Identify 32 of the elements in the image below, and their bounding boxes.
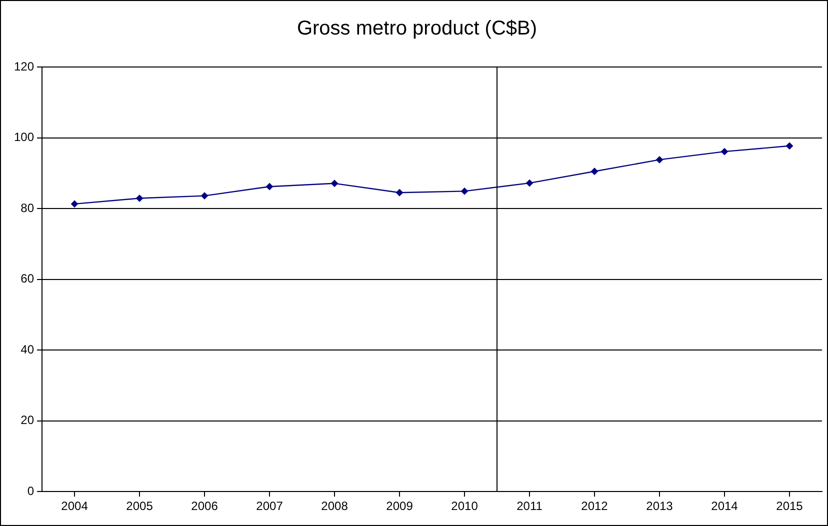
y-tick-label: 0 xyxy=(27,484,34,498)
x-tick-label: 2010 xyxy=(451,499,478,514)
point xyxy=(656,156,664,164)
x-tick-label: 2013 xyxy=(646,499,674,514)
x-tick-label: 2009 xyxy=(386,499,414,514)
x-tick-label: 2014 xyxy=(711,499,738,514)
x-tick-label: 2008 xyxy=(321,499,348,514)
chart-title: Gross metro product (C$B) xyxy=(296,18,538,40)
point xyxy=(786,142,793,150)
point xyxy=(136,194,144,202)
y-tick-label: 20 xyxy=(20,413,34,428)
point xyxy=(526,180,534,187)
point xyxy=(201,192,208,200)
y-tick-label: 40 xyxy=(20,342,34,356)
x-tick-label: 2005 xyxy=(126,499,154,514)
x-tick-label: 2006 xyxy=(191,499,218,514)
x-tick-label: 2015 xyxy=(776,499,804,514)
x-tick-label: 2007 xyxy=(256,499,284,514)
point xyxy=(266,183,274,190)
point xyxy=(331,180,338,187)
x-tick-label: 2012 xyxy=(581,499,608,514)
point xyxy=(396,189,404,196)
point xyxy=(71,200,78,208)
point xyxy=(591,168,598,175)
x-tick-label: 2004 xyxy=(61,499,88,514)
point xyxy=(721,148,728,156)
y-tick-label: 60 xyxy=(20,272,34,286)
x-tick-label: 2011 xyxy=(516,499,543,514)
point xyxy=(461,188,468,195)
y-tick-label: 100 xyxy=(14,130,34,144)
y-tick-label: 120 xyxy=(14,59,34,74)
y-tick-label: 80 xyxy=(20,200,34,215)
